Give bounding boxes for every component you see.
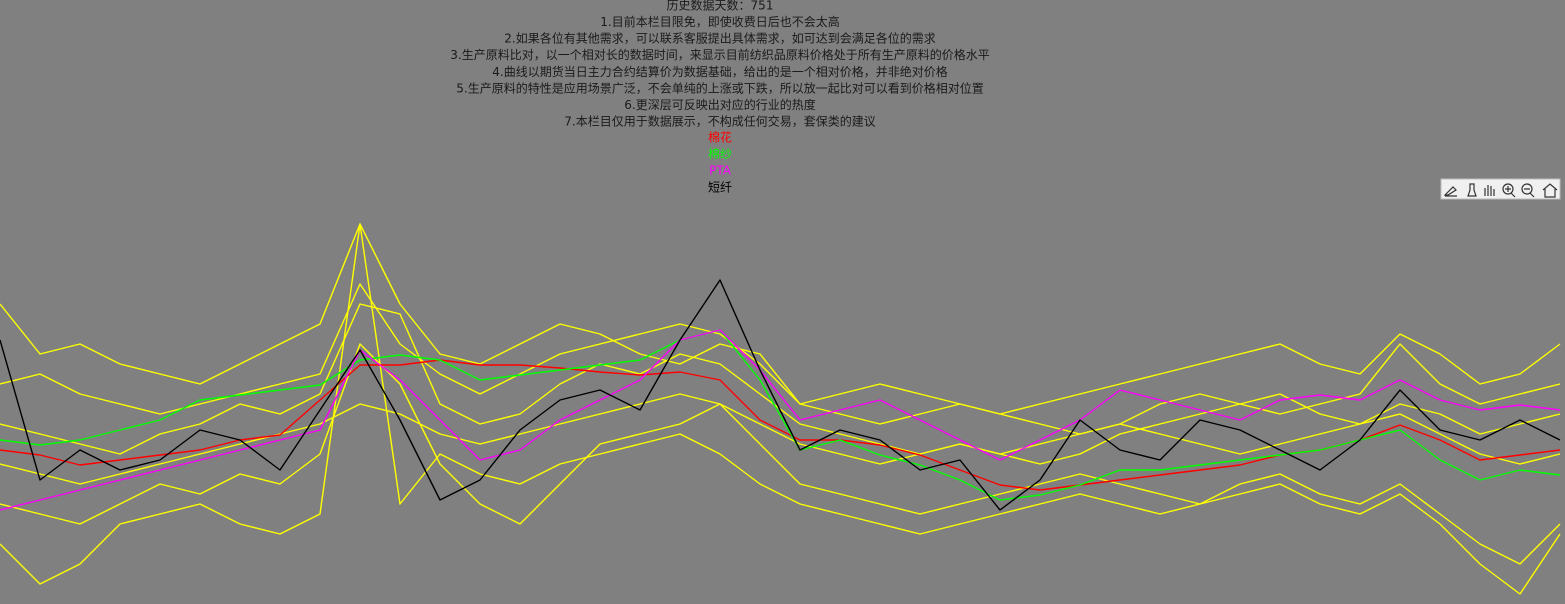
series-line — [0, 329, 1561, 501]
series-line — [0, 279, 1561, 511]
note-line: 4.曲线以期货当日主力合约结算价为数据基础，给出的是一个相对价格，并非绝对价格 — [492, 64, 947, 79]
tool-zoom-out[interactable] — [1521, 183, 1535, 198]
tool-flask[interactable] — [1467, 183, 1477, 197]
legend-entry: 棉纱 — [708, 147, 732, 161]
note-line: 3.生产原料比对，以一个相对长的数据时间，来显示目前纺织品原料价格处于所有生产原… — [450, 47, 989, 62]
tool-annotate[interactable] — [1443, 186, 1457, 197]
series-line — [0, 343, 1561, 565]
toolbar — [1440, 178, 1561, 200]
legend-entry: 短纤 — [708, 180, 732, 194]
series-line — [0, 329, 1561, 511]
series-line — [0, 223, 1561, 415]
note-line: 5.生产原料的特性是应用场景广泛，不会单纯的上涨或下跌，所以放一起比对可以看到价… — [456, 80, 983, 95]
tool-zoom-in[interactable] — [1502, 183, 1516, 198]
series-line — [0, 283, 1561, 435]
note-line: 1.目前本栏目限免，即使收费日后也不会太高 — [600, 14, 839, 29]
note-line: 6.更深层可反映出对应的行业的热度 — [624, 97, 815, 112]
tool-home[interactable] — [1542, 183, 1558, 198]
legend-entry: PTA — [709, 164, 732, 178]
tool-pan[interactable] — [1484, 185, 1495, 196]
series-line — [0, 393, 1561, 485]
series-line — [0, 223, 1561, 595]
toolbar-bg — [1440, 178, 1561, 200]
note-line: 2.如果各位有其他需求，可以联系客服提出具体需求，如可达到会满足各位的需求 — [504, 31, 935, 46]
chart-title: 历史数据天数：751 — [667, 0, 774, 13]
legend-entry: 棉花 — [708, 130, 732, 145]
note-line: 7.本栏目仅用于数据展示，不构成任何交易，套保类的建议 — [564, 114, 875, 129]
